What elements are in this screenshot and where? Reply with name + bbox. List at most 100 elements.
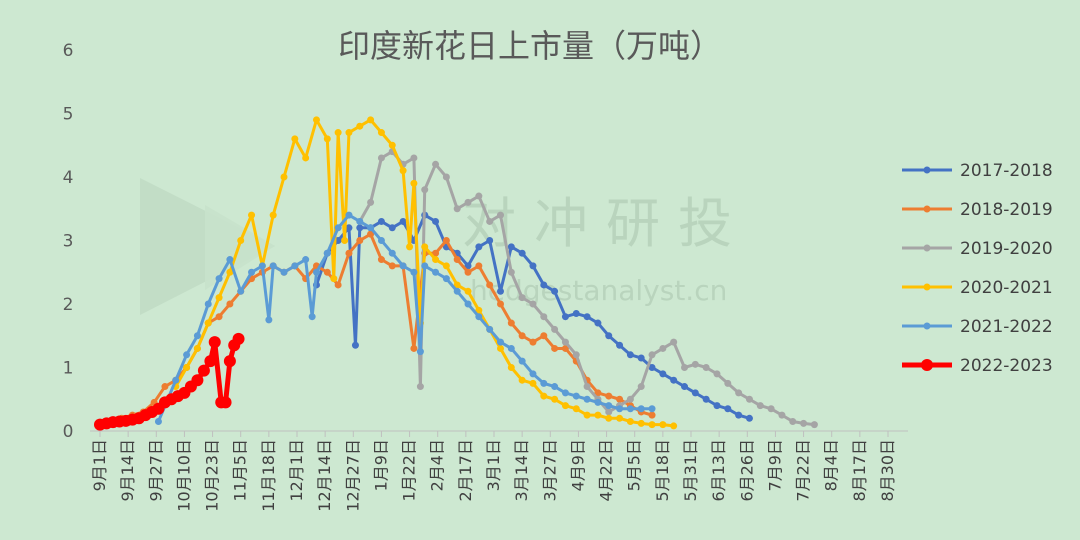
legend-label: 2021-2022 [960, 317, 1053, 337]
x-tick-label: 2月17日 [456, 439, 475, 502]
legend-label: 2019-2020 [960, 239, 1053, 259]
data-point [410, 344, 418, 352]
data-point [735, 411, 743, 419]
data-point [215, 275, 223, 283]
data-point [529, 262, 537, 270]
data-point [518, 294, 526, 302]
data-point [713, 370, 721, 378]
data-point [496, 338, 504, 346]
x-tick-label: 3月27日 [540, 439, 559, 502]
data-point [529, 338, 537, 346]
data-point [334, 129, 342, 137]
data-point [626, 395, 634, 403]
data-point [583, 411, 591, 419]
data-point [377, 256, 385, 264]
x-tick-label: 8月30日 [878, 439, 897, 502]
data-point [594, 319, 602, 327]
y-tick-label: 6 [63, 41, 74, 61]
data-point [572, 310, 580, 318]
x-tick-label: 1月9日 [371, 439, 390, 491]
data-point [486, 281, 494, 289]
data-point [410, 179, 418, 187]
x-tick-label: 5月31日 [681, 439, 700, 502]
data-point [529, 370, 537, 378]
data-point [561, 344, 569, 352]
data-point [670, 422, 678, 430]
legend-swatch-marker [923, 205, 931, 213]
data-point [583, 313, 591, 321]
data-point [334, 281, 342, 289]
x-tick-label: 7月9日 [765, 439, 784, 491]
data-point [616, 414, 624, 422]
data-point [605, 402, 613, 410]
data-point [626, 405, 634, 413]
series-2017-2018 [312, 211, 753, 422]
data-point [204, 300, 212, 308]
data-point [191, 374, 204, 387]
series-2022-2023 [94, 332, 245, 431]
data-point [226, 300, 234, 308]
data-point [248, 268, 256, 276]
data-point [496, 344, 504, 352]
y-tick-label: 0 [63, 422, 74, 442]
series-line [99, 337, 241, 428]
data-point [464, 300, 472, 308]
data-point [659, 344, 667, 352]
data-point [258, 262, 266, 270]
x-tick-label: 12月14日 [315, 439, 334, 512]
data-point [561, 313, 569, 321]
data-point [464, 287, 472, 295]
data-point [637, 383, 645, 391]
data-point [356, 122, 364, 130]
data-point [312, 116, 320, 124]
y-tick-label: 1 [63, 359, 74, 379]
data-point [377, 237, 385, 244]
data-point [486, 237, 494, 244]
data-point [237, 237, 245, 244]
data-point [464, 262, 472, 270]
data-point [475, 192, 483, 200]
data-point [659, 370, 667, 378]
data-point [507, 319, 515, 327]
data-point [183, 351, 191, 359]
legend-item: 2021-2022 [902, 317, 1053, 337]
data-point [442, 275, 450, 283]
data-point [648, 411, 656, 419]
data-point [367, 224, 375, 232]
data-point [745, 414, 753, 422]
data-point [583, 395, 591, 403]
data-point [637, 419, 645, 427]
x-tick-label: 3月14日 [512, 439, 531, 502]
data-point [154, 417, 162, 425]
data-point [388, 224, 396, 232]
data-point [496, 300, 504, 308]
data-point [475, 306, 483, 314]
data-point [219, 396, 232, 409]
x-tick-label: 11月18日 [259, 439, 278, 512]
data-point [724, 405, 732, 413]
data-point [475, 262, 483, 270]
data-point [486, 217, 494, 225]
x-tick-label: 9月27日 [146, 439, 165, 502]
data-point [367, 198, 375, 206]
x-tick-label: 8月17日 [850, 439, 869, 502]
data-point [561, 402, 569, 410]
data-point [356, 217, 364, 225]
data-point [421, 186, 429, 194]
data-point [594, 398, 602, 406]
data-point [594, 389, 602, 397]
data-point [432, 249, 440, 257]
data-point [399, 262, 407, 270]
data-point [670, 338, 678, 346]
data-point [540, 379, 548, 387]
chart-title: 印度新花日上市量（万吨） [338, 27, 722, 65]
data-point [475, 313, 483, 321]
data-point [572, 351, 580, 359]
x-tick-label: 5月5日 [625, 439, 644, 491]
data-point [724, 379, 732, 387]
x-tick-label: 4月9日 [568, 439, 587, 491]
x-tick-label: 10月10日 [174, 439, 193, 512]
data-point [388, 262, 396, 270]
data-point [475, 243, 483, 251]
